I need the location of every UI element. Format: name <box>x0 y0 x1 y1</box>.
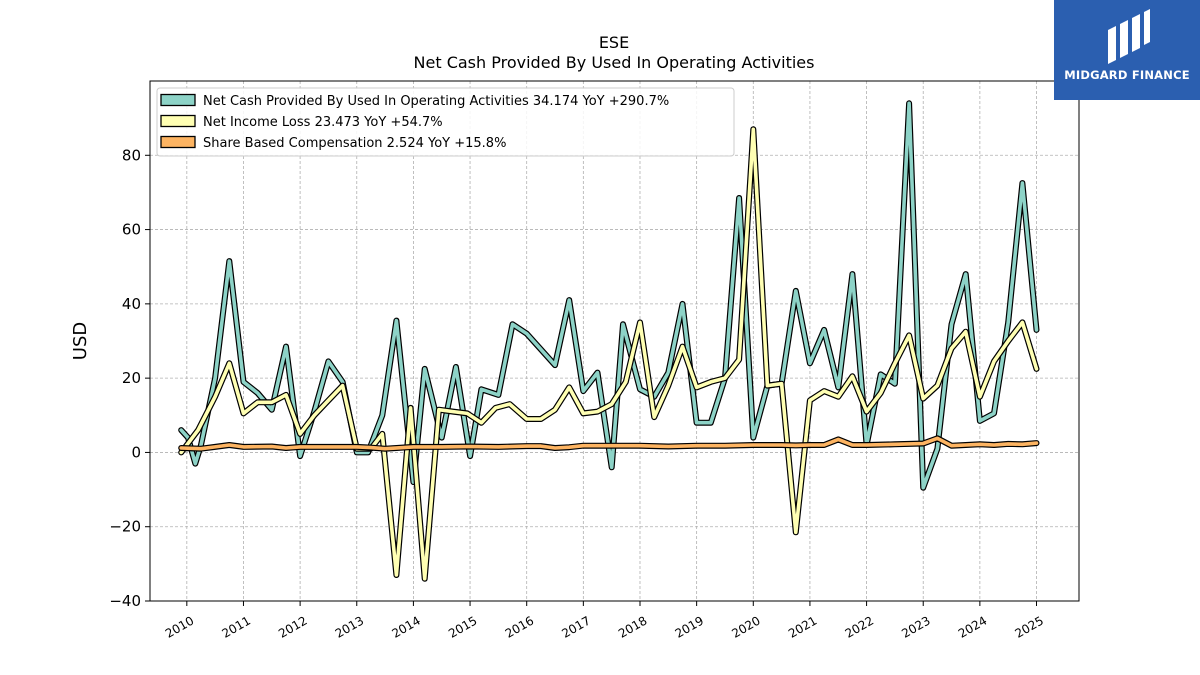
series-line-outline-1 <box>178 126 1040 582</box>
chart-title: ESE <box>599 33 629 52</box>
brand-logo: MIDGARD FINANCE <box>1054 0 1200 100</box>
legend-box <box>156 87 735 157</box>
x-tick-label: 2021 <box>786 613 819 640</box>
x-tick-label: 2023 <box>899 613 932 640</box>
brand-name: MIDGARD FINANCE <box>1064 68 1190 82</box>
brand-mark-icon <box>1108 9 1150 64</box>
x-tick-label: 2024 <box>956 613 989 640</box>
y-tick-label: −20 <box>109 518 141 536</box>
legend-swatch <box>160 114 196 128</box>
x-tick-label: 2010 <box>163 613 196 640</box>
x-tick-label: 2018 <box>616 613 649 640</box>
y-tick-label: 60 <box>122 221 141 239</box>
series-line-1 <box>179 127 1039 581</box>
y-axis-label: USD <box>70 322 91 360</box>
y-tick-label: 80 <box>122 146 141 164</box>
legend-swatch <box>160 93 196 107</box>
x-axis: 2010 2011 2012 2013 2014 2015 2016 2017 2018 2019… <box>163 601 1046 641</box>
grid <box>150 81 1079 602</box>
x-tick-label: 2011 <box>220 613 253 640</box>
x-tick-label: 2015 <box>446 613 479 640</box>
y-tick-label: 20 <box>122 369 141 387</box>
legend-swatch <box>160 135 196 149</box>
x-tick-label: 2016 <box>503 613 536 640</box>
legend-entry: Share Based Compensation 2.524 YoY +15.8… <box>203 136 506 151</box>
x-tick-label: 2019 <box>673 613 706 640</box>
legend: Net Cash Provided By Used In Operating A… <box>156 87 735 157</box>
chart-subtitle: Net Cash Provided By Used In Operating A… <box>414 53 815 72</box>
series-layer <box>178 100 1040 582</box>
plot-frame <box>149 80 1080 602</box>
x-tick-label: 2012 <box>276 613 309 640</box>
y-axis: −40 −20 0 20 40 60 80 <box>109 146 150 610</box>
series-line-2 <box>179 436 1039 451</box>
x-tick-label: 2013 <box>333 613 366 640</box>
x-tick-label: 2014 <box>389 613 422 640</box>
y-tick-label: 0 <box>131 443 141 461</box>
x-tick-label: 2025 <box>1013 613 1046 640</box>
x-tick-label: 2020 <box>729 613 762 640</box>
x-tick-label: 2022 <box>843 613 876 640</box>
legend-entry: Net Income Loss 23.473 YoY +54.7% <box>203 115 443 130</box>
y-tick-label: 40 <box>122 295 141 313</box>
y-tick-label: −40 <box>109 592 141 610</box>
legend-entry: Net Cash Provided By Used In Operating A… <box>203 94 669 109</box>
x-tick-label: 2017 <box>559 613 592 640</box>
